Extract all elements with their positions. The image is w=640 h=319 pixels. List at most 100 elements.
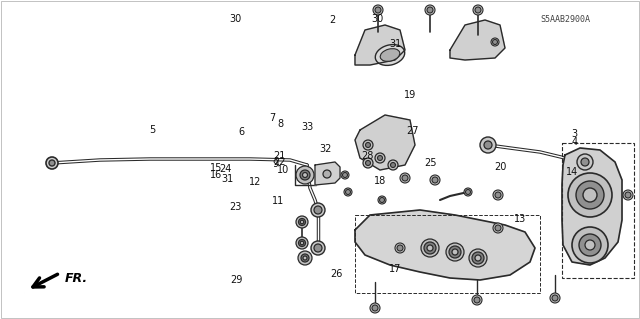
Circle shape bbox=[474, 297, 480, 303]
Text: 2: 2 bbox=[330, 15, 336, 25]
Text: 4: 4 bbox=[572, 137, 578, 147]
Circle shape bbox=[311, 203, 325, 217]
Circle shape bbox=[449, 246, 461, 258]
Circle shape bbox=[342, 173, 348, 177]
Bar bbox=[562, 143, 634, 278]
Circle shape bbox=[400, 173, 410, 183]
Circle shape bbox=[296, 237, 308, 249]
Text: 18: 18 bbox=[374, 176, 387, 186]
Circle shape bbox=[464, 188, 472, 196]
Text: 28: 28 bbox=[361, 151, 374, 161]
Polygon shape bbox=[562, 148, 622, 265]
Circle shape bbox=[568, 173, 612, 217]
Circle shape bbox=[480, 137, 496, 153]
Polygon shape bbox=[315, 162, 340, 185]
Circle shape bbox=[465, 189, 470, 195]
Circle shape bbox=[577, 154, 593, 170]
Circle shape bbox=[475, 7, 481, 13]
Circle shape bbox=[576, 181, 604, 209]
Text: 19: 19 bbox=[403, 90, 416, 100]
Text: 16: 16 bbox=[209, 170, 222, 180]
Circle shape bbox=[380, 197, 385, 203]
Circle shape bbox=[430, 175, 440, 185]
Text: 9: 9 bbox=[272, 159, 278, 169]
Text: S5AAB2900A: S5AAB2900A bbox=[541, 15, 591, 24]
Circle shape bbox=[495, 192, 501, 198]
Circle shape bbox=[390, 162, 396, 167]
Circle shape bbox=[623, 190, 633, 200]
Circle shape bbox=[298, 251, 312, 265]
Circle shape bbox=[424, 242, 436, 254]
Polygon shape bbox=[355, 210, 535, 280]
Circle shape bbox=[475, 255, 481, 261]
Circle shape bbox=[341, 171, 349, 179]
Text: 30: 30 bbox=[371, 13, 384, 24]
Circle shape bbox=[46, 157, 58, 169]
Circle shape bbox=[365, 160, 371, 166]
Text: 7: 7 bbox=[269, 113, 275, 123]
Text: 17: 17 bbox=[389, 263, 402, 274]
Circle shape bbox=[375, 153, 385, 163]
Text: 27: 27 bbox=[406, 126, 419, 137]
Text: 33: 33 bbox=[301, 122, 314, 132]
Text: 3: 3 bbox=[572, 129, 578, 139]
Circle shape bbox=[395, 243, 405, 253]
Text: 14: 14 bbox=[566, 167, 579, 177]
Circle shape bbox=[583, 188, 597, 202]
Circle shape bbox=[572, 227, 608, 263]
Circle shape bbox=[300, 241, 304, 245]
Circle shape bbox=[298, 219, 305, 226]
Polygon shape bbox=[450, 20, 505, 60]
Polygon shape bbox=[355, 25, 405, 65]
Circle shape bbox=[493, 223, 503, 233]
Circle shape bbox=[473, 5, 483, 15]
Text: 26: 26 bbox=[330, 269, 342, 279]
Ellipse shape bbox=[380, 49, 400, 61]
Circle shape bbox=[446, 243, 464, 261]
Circle shape bbox=[552, 295, 558, 301]
Text: 11: 11 bbox=[272, 196, 285, 206]
Circle shape bbox=[472, 252, 484, 264]
Circle shape bbox=[491, 38, 499, 46]
Circle shape bbox=[373, 5, 383, 15]
Text: 22: 22 bbox=[273, 157, 286, 167]
Circle shape bbox=[378, 155, 383, 160]
Text: 21: 21 bbox=[273, 151, 286, 161]
Circle shape bbox=[296, 166, 314, 184]
Text: FR.: FR. bbox=[65, 271, 88, 285]
Circle shape bbox=[493, 190, 503, 200]
Circle shape bbox=[372, 305, 378, 311]
Circle shape bbox=[452, 249, 458, 255]
Circle shape bbox=[298, 240, 305, 247]
Text: 23: 23 bbox=[229, 202, 242, 212]
Circle shape bbox=[388, 160, 398, 170]
Text: 31: 31 bbox=[389, 39, 402, 49]
Circle shape bbox=[370, 303, 380, 313]
Circle shape bbox=[493, 40, 497, 44]
Circle shape bbox=[469, 249, 487, 267]
Circle shape bbox=[397, 245, 403, 251]
Circle shape bbox=[581, 158, 589, 166]
Circle shape bbox=[365, 143, 371, 147]
Circle shape bbox=[323, 170, 331, 178]
Text: 32: 32 bbox=[319, 144, 332, 154]
Circle shape bbox=[427, 7, 433, 13]
Text: 12: 12 bbox=[248, 177, 261, 188]
Text: 10: 10 bbox=[277, 165, 290, 175]
Text: 30: 30 bbox=[229, 13, 242, 24]
Circle shape bbox=[550, 293, 560, 303]
Circle shape bbox=[585, 240, 595, 250]
Text: 29: 29 bbox=[230, 275, 243, 285]
Circle shape bbox=[300, 220, 304, 224]
Circle shape bbox=[432, 177, 438, 183]
Circle shape bbox=[402, 175, 408, 181]
Circle shape bbox=[427, 245, 433, 251]
Circle shape bbox=[311, 241, 325, 255]
Text: 24: 24 bbox=[219, 164, 232, 174]
Circle shape bbox=[579, 234, 601, 256]
Circle shape bbox=[303, 256, 307, 260]
Bar bbox=[355, 215, 540, 293]
Circle shape bbox=[625, 192, 631, 198]
Circle shape bbox=[484, 141, 492, 149]
Polygon shape bbox=[355, 115, 415, 170]
